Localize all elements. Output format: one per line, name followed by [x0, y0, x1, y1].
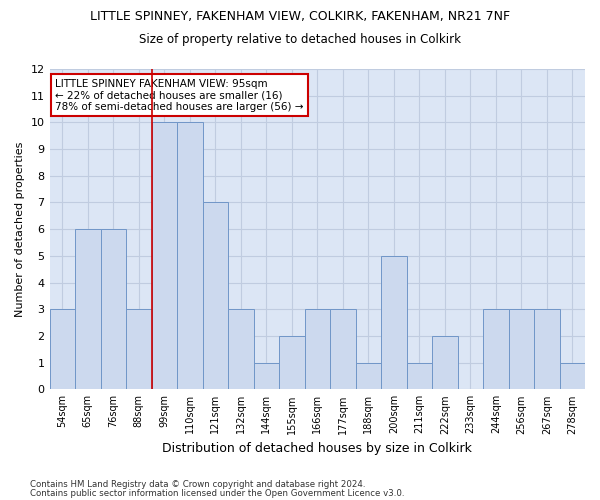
Bar — [432, 336, 458, 390]
Bar — [534, 309, 560, 390]
Bar — [254, 362, 279, 390]
Text: LITTLE SPINNEY FAKENHAM VIEW: 95sqm
← 22% of detached houses are smaller (16)
78: LITTLE SPINNEY FAKENHAM VIEW: 95sqm ← 22… — [55, 78, 304, 112]
Y-axis label: Number of detached properties: Number of detached properties — [15, 142, 25, 317]
Bar — [509, 309, 534, 390]
Bar — [356, 362, 381, 390]
Bar — [279, 336, 305, 390]
Text: Contains HM Land Registry data © Crown copyright and database right 2024.: Contains HM Land Registry data © Crown c… — [30, 480, 365, 489]
Bar — [50, 309, 75, 390]
Bar — [177, 122, 203, 390]
Bar — [101, 229, 126, 390]
Bar — [75, 229, 101, 390]
Text: Contains public sector information licensed under the Open Government Licence v3: Contains public sector information licen… — [30, 489, 404, 498]
Bar — [228, 309, 254, 390]
Bar — [203, 202, 228, 390]
X-axis label: Distribution of detached houses by size in Colkirk: Distribution of detached houses by size … — [163, 442, 472, 455]
Bar — [407, 362, 432, 390]
Text: LITTLE SPINNEY, FAKENHAM VIEW, COLKIRK, FAKENHAM, NR21 7NF: LITTLE SPINNEY, FAKENHAM VIEW, COLKIRK, … — [90, 10, 510, 23]
Text: Size of property relative to detached houses in Colkirk: Size of property relative to detached ho… — [139, 32, 461, 46]
Bar — [152, 122, 177, 390]
Bar — [483, 309, 509, 390]
Bar — [560, 362, 585, 390]
Bar — [330, 309, 356, 390]
Bar — [305, 309, 330, 390]
Bar — [381, 256, 407, 390]
Bar — [126, 309, 152, 390]
